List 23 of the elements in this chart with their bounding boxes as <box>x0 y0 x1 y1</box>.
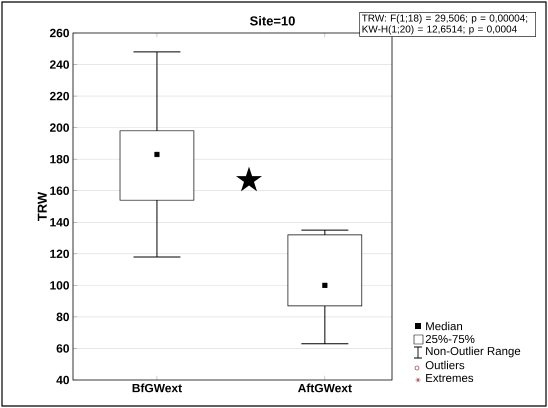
y-tick-label: 60 <box>56 344 69 353</box>
x-tick-label: AftGWext <box>298 384 352 392</box>
y-tick-label: 160 <box>50 186 69 195</box>
chart-title: Site=10 <box>250 16 295 26</box>
y-tick-label: 120 <box>50 250 69 258</box>
text: 25%-75% <box>426 334 474 344</box>
y-tick-label: 200 <box>50 123 69 132</box>
y-tick-label: 140 <box>50 218 69 226</box>
y-tick-label: 240 <box>50 60 69 69</box>
text: Extremes <box>426 374 474 382</box>
y-tick-label: 260 <box>50 28 69 38</box>
y-tick-label: 40 <box>56 376 69 384</box>
y-tick-label: 220 <box>50 92 69 100</box>
annotation: ★ <box>236 166 262 192</box>
y-tick-label: 180 <box>50 154 69 164</box>
x-tick-label: BfGWext <box>132 384 182 392</box>
annotation: TRW: F(1;18) = 29,506; p = 0,00004; KW-H(1;20) = 12,6514; p = 0,0004 <box>362 14 528 35</box>
text: Outliers <box>426 360 464 370</box>
y-axis-title: TRW <box>38 192 47 221</box>
text: Non-Outlier Range <box>426 346 520 358</box>
y-tick-label: 80 <box>56 312 69 322</box>
y-tick-label: 100 <box>50 281 69 290</box>
text: Median <box>426 322 462 330</box>
